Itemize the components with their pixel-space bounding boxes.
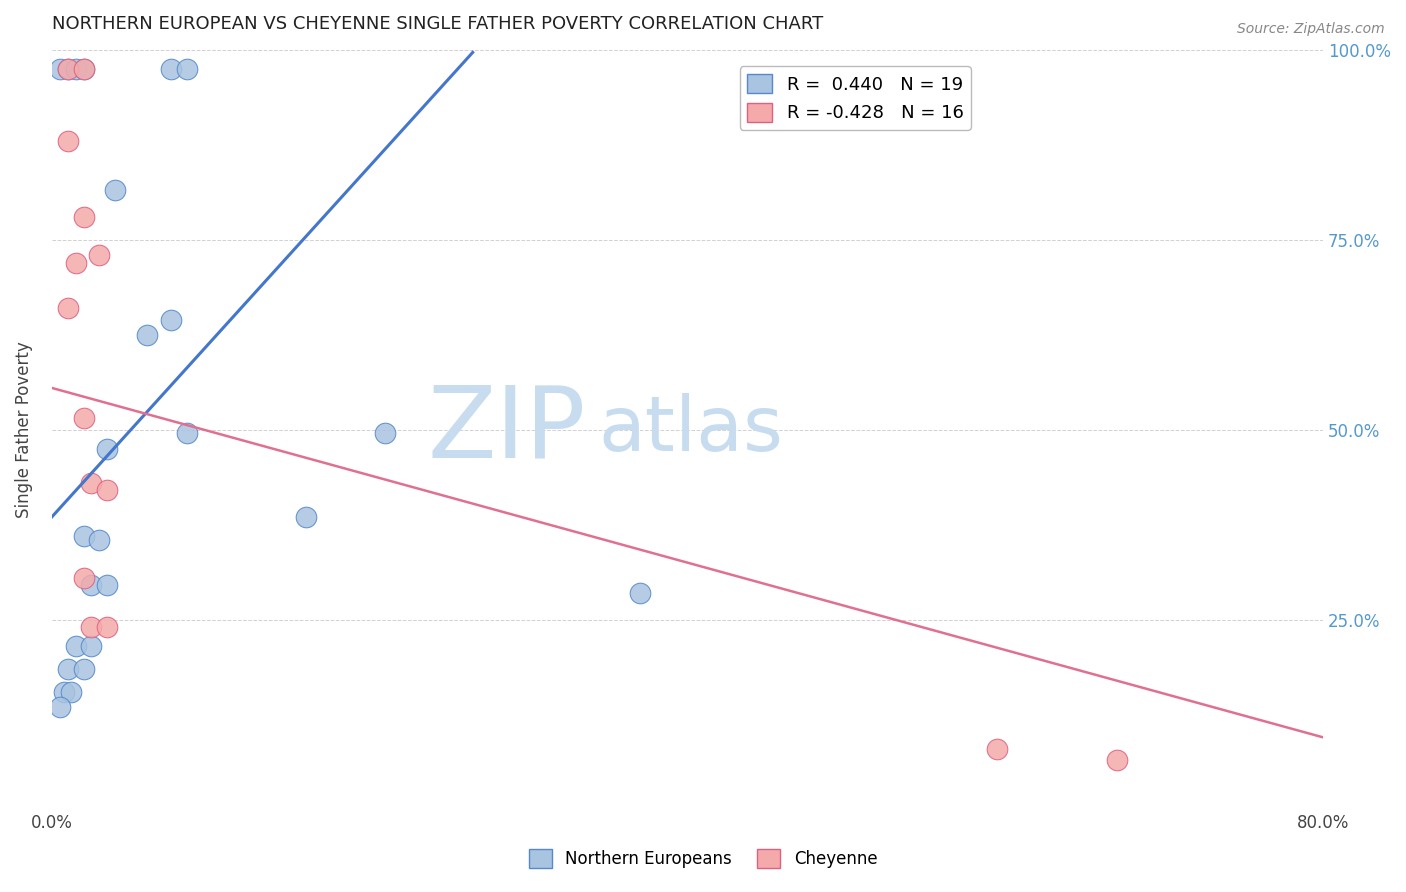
Point: [48, 62, 70, 76]
Point: [56, 62, 79, 76]
Point: [89, 248, 111, 262]
Point: [80, 620, 103, 634]
Point: [56, 62, 79, 76]
Point: [48, 700, 70, 714]
Point: [89, 533, 111, 547]
Text: atlas: atlas: [599, 392, 783, 467]
Point: [56, 134, 79, 148]
Point: [1105, 753, 1128, 767]
Point: [160, 312, 183, 326]
Point: [72, 411, 94, 425]
Point: [72, 62, 94, 76]
Point: [96, 442, 118, 456]
Point: [96, 578, 118, 592]
Point: [96, 620, 118, 634]
Point: [53, 685, 76, 699]
Point: [136, 327, 159, 342]
Point: [56, 301, 79, 315]
Point: [65, 62, 87, 76]
Text: ZIP: ZIP: [427, 381, 586, 478]
Text: NORTHERN EUROPEAN VS CHEYENNE SINGLE FATHER POVERTY CORRELATION CHART: NORTHERN EUROPEAN VS CHEYENNE SINGLE FAT…: [52, 15, 823, 33]
Point: [160, 62, 183, 76]
Point: [80, 639, 103, 653]
Point: [628, 586, 651, 600]
Point: [65, 639, 87, 653]
Point: [72, 662, 94, 676]
Point: [295, 510, 318, 524]
Y-axis label: Single Father Poverty: Single Father Poverty: [15, 342, 32, 518]
Text: Source: ZipAtlas.com: Source: ZipAtlas.com: [1237, 22, 1385, 37]
Point: [96, 483, 118, 498]
Point: [56, 662, 79, 676]
Point: [72, 210, 94, 224]
Point: [176, 62, 198, 76]
Point: [72, 529, 94, 543]
Legend: R =  0.440   N = 19, R = -0.428   N = 16: R = 0.440 N = 19, R = -0.428 N = 16: [740, 67, 970, 129]
Point: [59, 685, 82, 699]
Legend: Northern Europeans, Cheyenne: Northern Europeans, Cheyenne: [522, 843, 884, 875]
Point: [374, 426, 396, 441]
Point: [176, 426, 198, 441]
Point: [72, 62, 94, 76]
Point: [104, 183, 127, 197]
Point: [986, 741, 1008, 756]
Point: [80, 578, 103, 592]
Point: [80, 475, 103, 490]
Point: [72, 571, 94, 585]
Point: [65, 255, 87, 269]
